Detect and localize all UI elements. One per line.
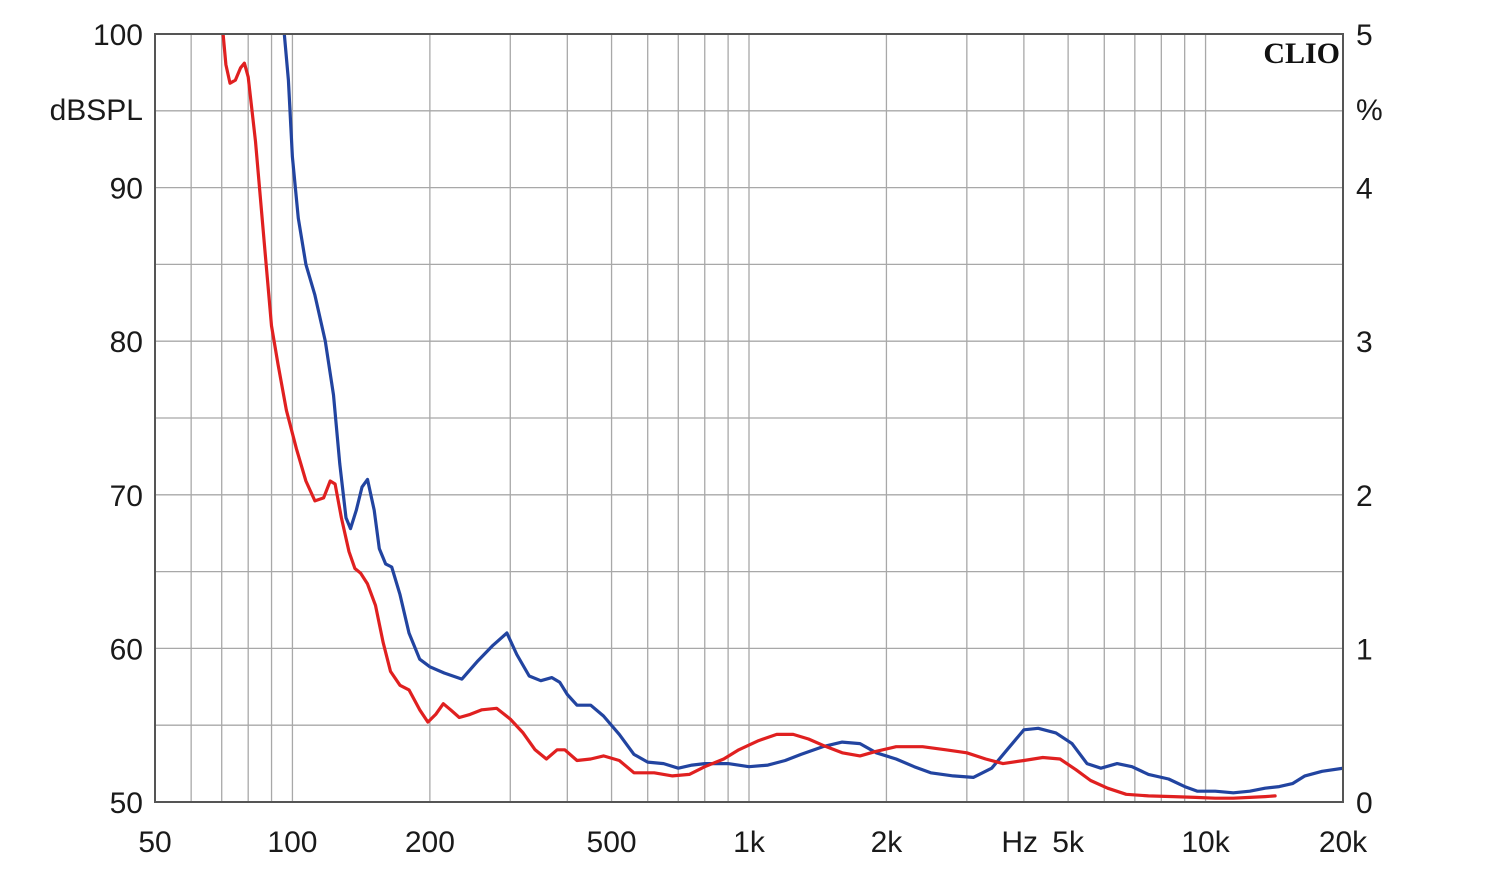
x-tick-label: 5k <box>1052 826 1085 859</box>
y-tick-labels: 100 90 80 70 60 50 <box>93 19 143 820</box>
clio-brand-label: CLIO <box>1263 37 1340 70</box>
y-tick-label: 60 <box>110 633 143 666</box>
x-tick-label: 200 <box>405 826 455 859</box>
x-tick-label: 50 <box>138 826 171 859</box>
y-tick-label: 90 <box>110 173 143 206</box>
series-line-2 <box>221 34 1277 800</box>
x-tick-label: 1k <box>733 826 766 859</box>
y2-tick-label: 2 <box>1356 480 1373 513</box>
y-tick-label: 80 <box>110 326 143 359</box>
x-tick-label: 10k <box>1181 826 1230 859</box>
y2-tick-label: 5 <box>1356 19 1373 52</box>
x-tick-label: 100 <box>267 826 317 859</box>
axis-labels: dBSPL % Hz CLIO <box>50 37 1383 859</box>
y2-tick-label: 3 <box>1356 326 1373 359</box>
x-tick-labels: 50 100 200 500 1k 2k 5k 10k 20k <box>138 826 1368 859</box>
x-tick-label: 2k <box>871 826 904 859</box>
x-tick-label: 500 <box>587 826 637 859</box>
y2-tick-label: 4 <box>1356 173 1373 206</box>
x-axis-label: Hz <box>1001 826 1038 859</box>
y-axis-label: dBSPL <box>50 94 143 127</box>
y2-axis-label: % <box>1356 94 1383 127</box>
y-tick-label: 100 <box>93 19 143 52</box>
y-tick-label: 50 <box>110 787 143 820</box>
series-line-1 <box>282 34 1343 795</box>
x-tick-label: 20k <box>1319 826 1368 859</box>
y2-tick-label: 0 <box>1356 787 1373 820</box>
y2-tick-label: 1 <box>1356 633 1373 666</box>
y-tick-label: 70 <box>110 480 143 513</box>
series-layer <box>221 34 1343 800</box>
y2-tick-labels: 5 4 3 2 1 0 <box>1356 19 1373 820</box>
plot-frame <box>154 33 1344 803</box>
